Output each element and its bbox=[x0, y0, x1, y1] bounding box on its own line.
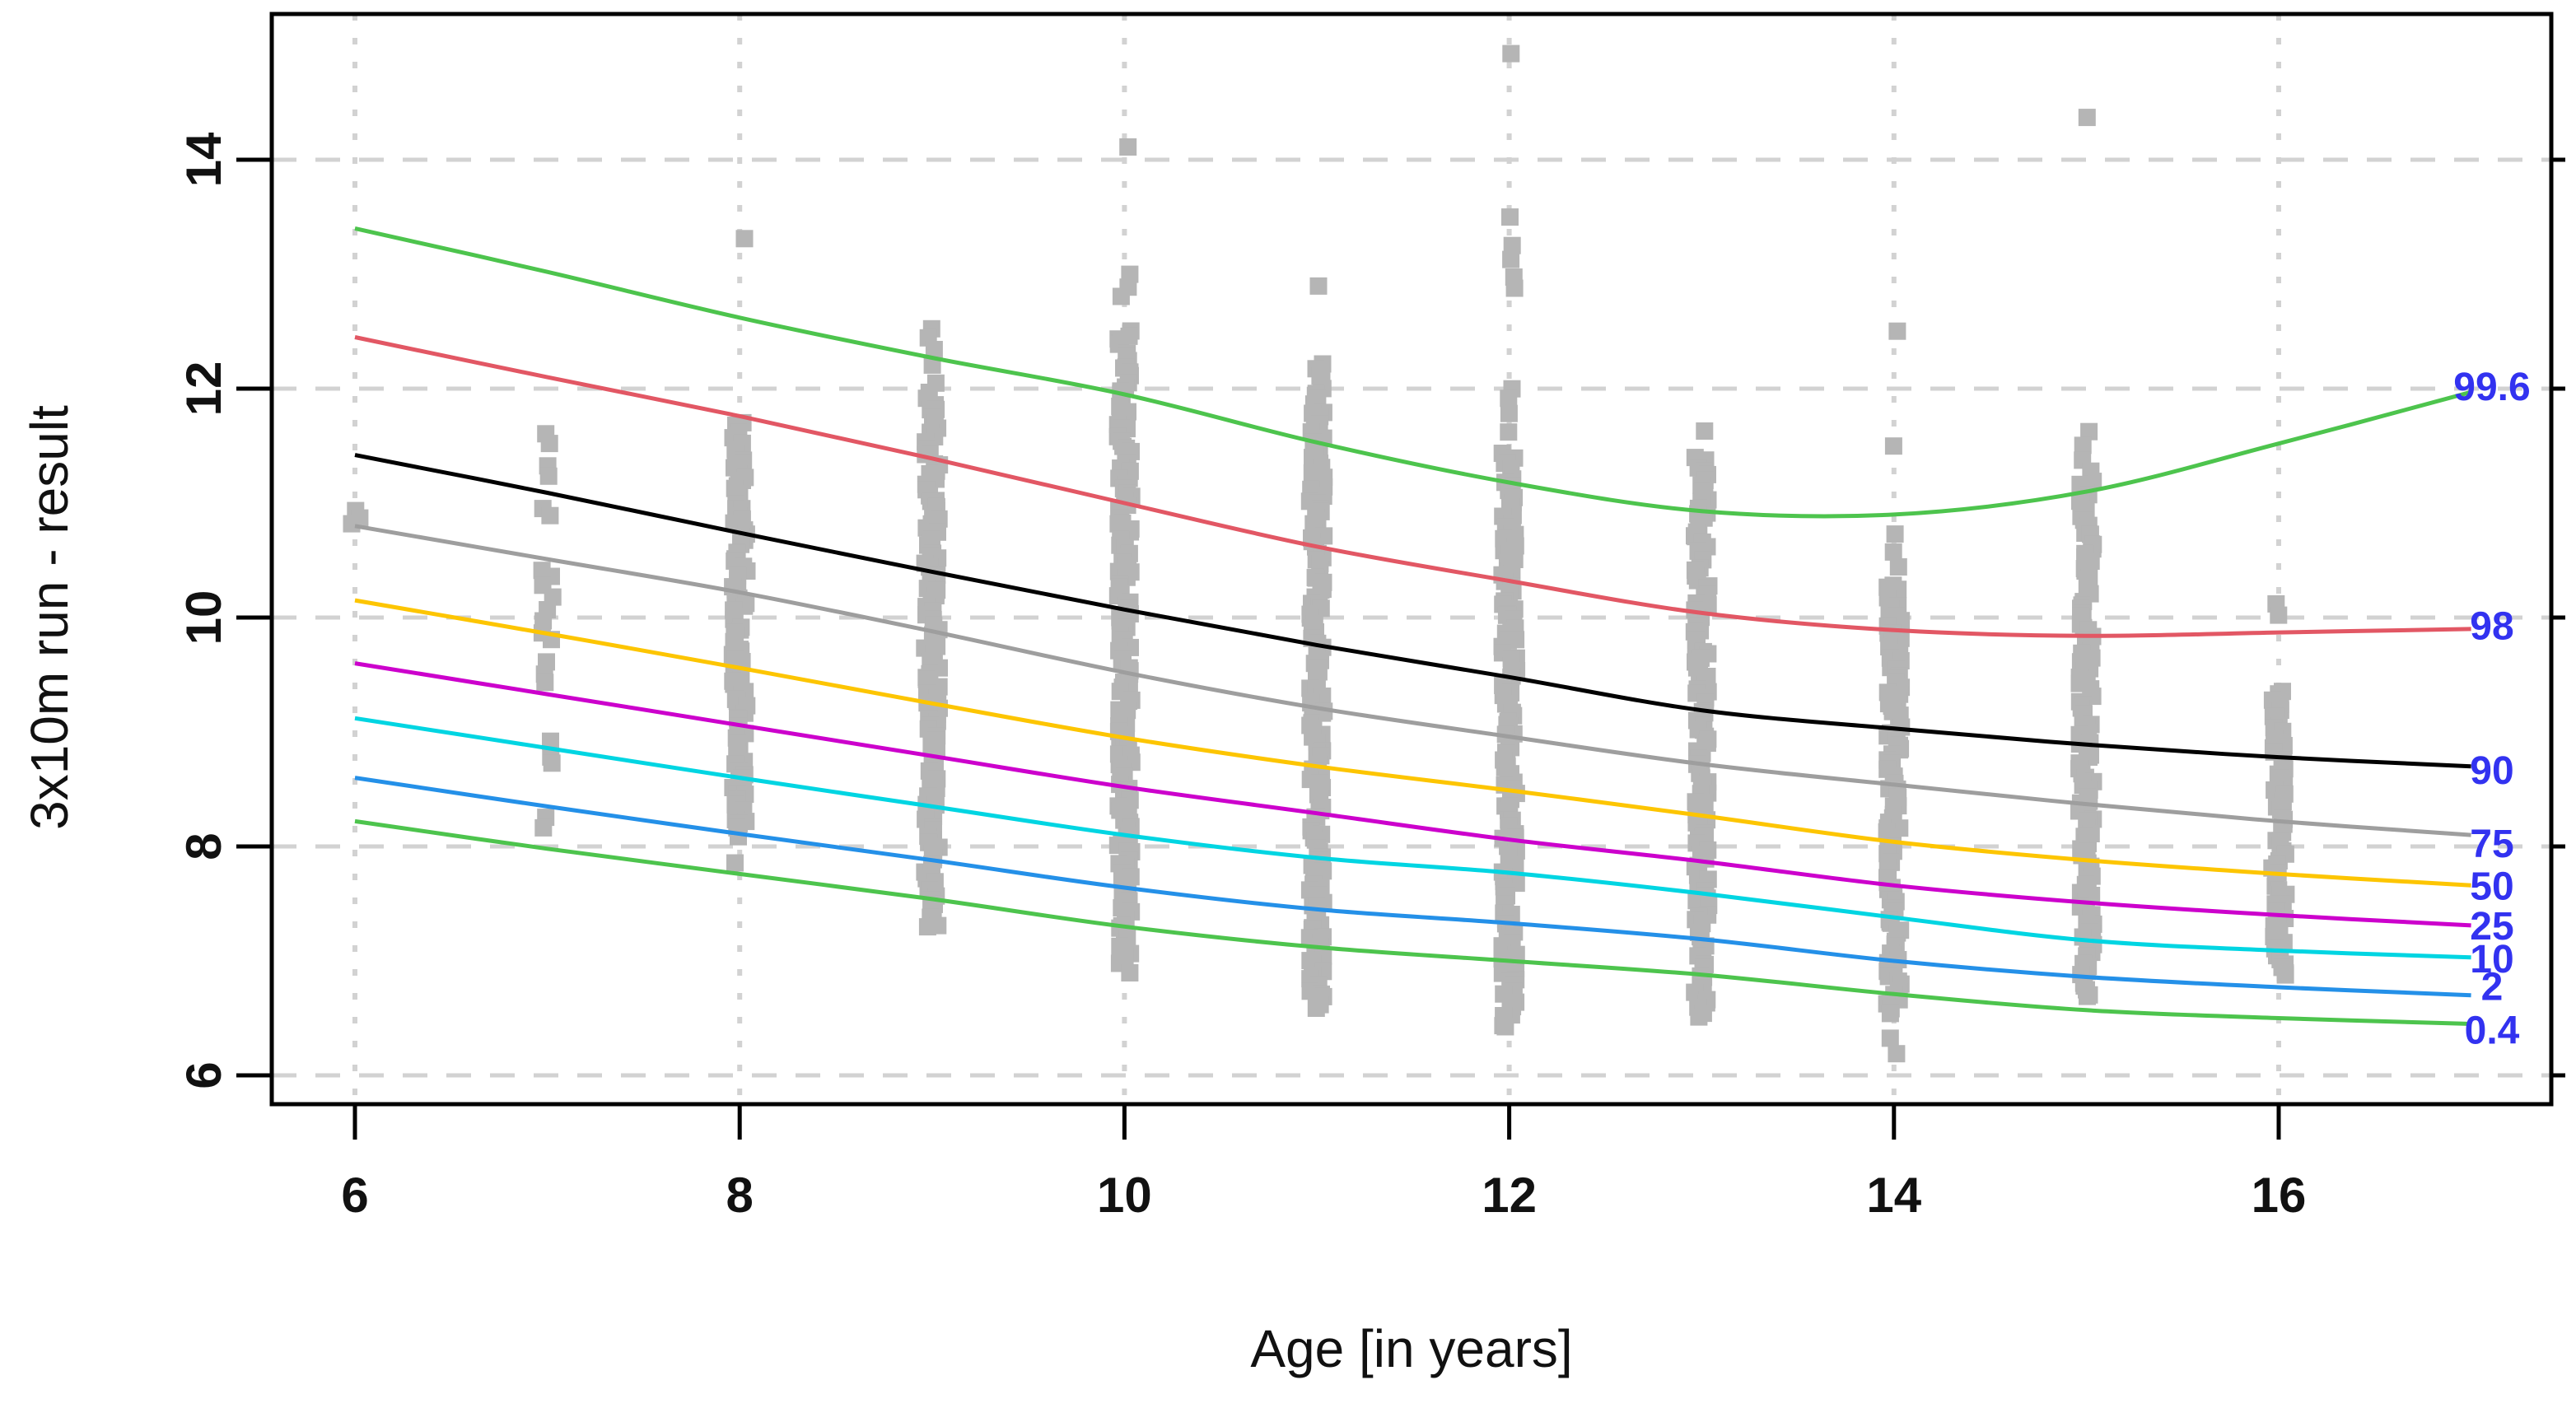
centile-label-90: 90 bbox=[2470, 749, 2513, 793]
scatter-point bbox=[1500, 389, 1518, 408]
centile-curve-50 bbox=[354, 598, 2471, 888]
centile-curve-0.4 bbox=[354, 818, 2471, 1026]
centile-curve-75 bbox=[354, 524, 2471, 837]
scatter-point bbox=[1888, 1045, 1906, 1063]
centile-curve-90 bbox=[354, 453, 2471, 769]
x-tick-label-12: 12 bbox=[1482, 1168, 1537, 1223]
x-tick-label-16: 16 bbox=[2252, 1168, 2307, 1223]
scatter-point bbox=[2078, 109, 2096, 127]
scatter-point bbox=[1886, 525, 1904, 543]
scatter-point bbox=[2074, 436, 2092, 455]
scatter-point bbox=[1502, 250, 1520, 268]
scatter-point bbox=[542, 732, 559, 750]
scatter-point bbox=[918, 918, 936, 936]
plot-border bbox=[269, 12, 2554, 1107]
scatter-strip-age-16 bbox=[2263, 594, 2295, 984]
centile-curve-10 bbox=[354, 716, 2471, 960]
scatter-point bbox=[1690, 1008, 1708, 1026]
scatter-point bbox=[735, 230, 754, 248]
scatter-point bbox=[1307, 1000, 1325, 1017]
scatter-point bbox=[1889, 558, 1907, 576]
scatter-point bbox=[2080, 422, 2098, 441]
scatter-point bbox=[1881, 1005, 1899, 1023]
scatter-point bbox=[534, 818, 553, 837]
scatter-point bbox=[540, 435, 558, 453]
scatter-point bbox=[1119, 138, 1137, 156]
scatter-strip-age-7 bbox=[533, 425, 562, 837]
scatter-point bbox=[543, 754, 561, 772]
scatter-point bbox=[1121, 964, 1139, 981]
y-tick-label-10: 10 bbox=[176, 590, 231, 646]
scatter-point bbox=[1881, 1029, 1899, 1047]
scatter-point bbox=[1500, 423, 1518, 441]
y-tick-label-14: 14 bbox=[176, 132, 231, 187]
scatter-point bbox=[1505, 279, 1524, 297]
centile-curve-99.6 bbox=[354, 226, 2472, 519]
scatter-point bbox=[1888, 322, 1906, 340]
scatter-point bbox=[925, 341, 943, 358]
scatter-point bbox=[1112, 287, 1130, 305]
scatter-point bbox=[1309, 277, 1328, 295]
scatter-strip-age-8 bbox=[723, 230, 756, 872]
scatter-point bbox=[1503, 236, 1521, 254]
y-tick-label-6: 6 bbox=[176, 1061, 231, 1089]
centile-curve-25 bbox=[354, 661, 2471, 928]
centile-label-0.4: 0.4 bbox=[2465, 1009, 2520, 1052]
scatter-point bbox=[1696, 422, 1714, 440]
x-tick-label-6: 6 bbox=[341, 1168, 368, 1223]
scatter-point bbox=[2079, 987, 2096, 1005]
scatter-strip-age-15 bbox=[2070, 109, 2102, 1005]
x-tick-label-10: 10 bbox=[1097, 1168, 1152, 1223]
centile-label-50: 50 bbox=[2470, 865, 2513, 908]
x-axis-title: Age [in years] bbox=[1250, 1319, 1572, 1378]
centile-label-98: 98 bbox=[2470, 605, 2513, 649]
scatter-point bbox=[343, 515, 361, 533]
x-tick-label-14: 14 bbox=[1866, 1168, 1921, 1223]
y-tick-label-8: 8 bbox=[176, 832, 231, 860]
scatter-point bbox=[726, 854, 744, 872]
x-tick-label-8: 8 bbox=[726, 1168, 754, 1223]
scatter-point bbox=[541, 506, 559, 525]
centile-label-10: 10 bbox=[2470, 938, 2513, 981]
scatter-point bbox=[1496, 1018, 1514, 1036]
centile-label-25: 25 bbox=[2470, 905, 2513, 949]
scatter-point bbox=[1501, 208, 1519, 226]
scatter-point bbox=[1500, 404, 1518, 422]
scatter-point bbox=[1884, 437, 1902, 455]
y-tick-label-12: 12 bbox=[176, 361, 231, 417]
y-axis-title: 3x10m run - result bbox=[20, 405, 79, 830]
centile-label-2: 2 bbox=[2481, 966, 2504, 1009]
scatter-point bbox=[730, 828, 747, 846]
centile-label-75: 75 bbox=[2470, 823, 2513, 866]
scatter-point bbox=[2276, 966, 2294, 984]
centile-curve-2 bbox=[354, 776, 2471, 998]
scatter-point bbox=[923, 356, 941, 374]
scatter-point bbox=[2270, 606, 2288, 624]
scatter-point bbox=[539, 467, 558, 485]
centile-curve-98 bbox=[354, 335, 2471, 638]
scatter-point bbox=[1502, 44, 1520, 63]
scatter-point bbox=[1884, 543, 1902, 561]
centile-label-99.6: 99.6 bbox=[2453, 366, 2530, 409]
scatter-point bbox=[536, 674, 554, 692]
